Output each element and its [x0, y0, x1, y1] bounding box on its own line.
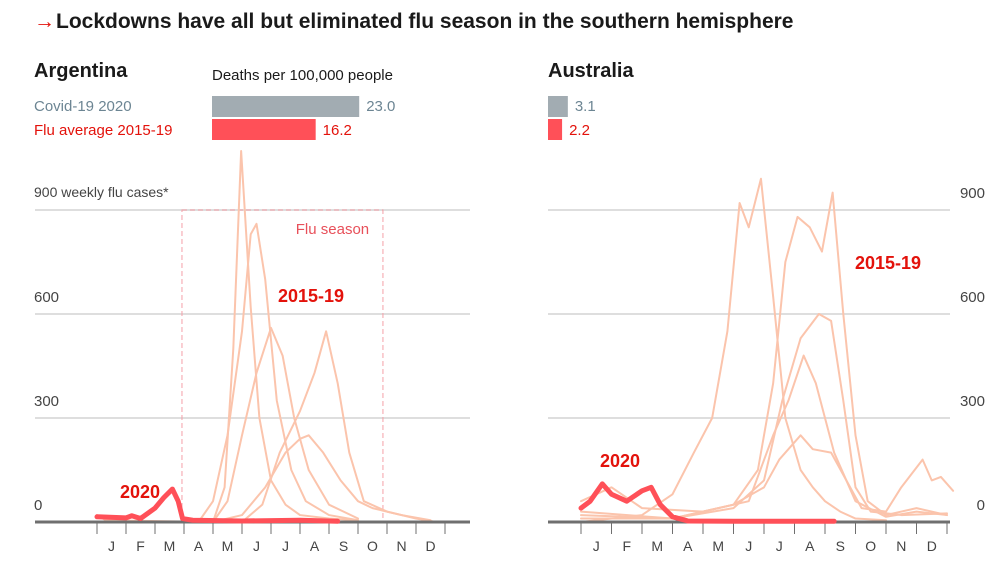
bar-covid-label: 3.1 — [575, 98, 596, 115]
x-tick-label: A — [310, 538, 320, 554]
label-2020: 2020 — [120, 482, 160, 502]
flu-season-box — [181, 209, 384, 523]
x-tick-label: J — [593, 538, 600, 554]
x-tick-label: N — [396, 538, 406, 554]
series-line-2020 — [578, 481, 837, 524]
series-line-past-4 — [241, 330, 438, 523]
x-tick-label: J — [745, 538, 752, 554]
x-tick-label: O — [865, 538, 876, 554]
y-tick-label: 900 — [960, 185, 985, 202]
series-line-past-2 — [580, 191, 948, 517]
x-tick-label: A — [194, 538, 204, 554]
bar-covid — [548, 96, 568, 117]
x-tick-label: D — [927, 538, 937, 554]
series-line-past-1 — [580, 177, 887, 523]
series-line-past-5 — [212, 434, 432, 523]
series-line-past-3 — [212, 326, 359, 523]
x-tick-label: N — [896, 538, 906, 554]
chart-title: Lockdowns have all but eliminated flu se… — [56, 10, 793, 33]
label-2015-19: 2015-19 — [855, 253, 921, 273]
x-tick-label: S — [339, 538, 348, 554]
y-tick-label: 0 — [34, 497, 42, 514]
series-line-2020 — [94, 486, 341, 524]
x-tick-label: J — [776, 538, 783, 554]
country-title-australia: Australia — [548, 60, 634, 82]
x-tick-label: A — [805, 538, 815, 554]
bar-covid-label: 23.0 — [366, 98, 395, 115]
x-tick-label: F — [136, 538, 145, 554]
series-line-past-1 — [96, 150, 359, 523]
x-tick-label: M — [712, 538, 724, 554]
y-tick-label: 600 — [34, 289, 59, 306]
bar-covid — [212, 96, 360, 117]
y-tick-label: 300 — [960, 393, 985, 410]
bar-flu-label: 2.2 — [569, 122, 590, 139]
bar-flu — [548, 119, 563, 140]
y-tick-label: 0 — [977, 497, 985, 514]
legend-flu: Flu average 2015-19 — [34, 122, 172, 139]
flu-season-label: Flu season — [296, 221, 369, 238]
bar-flu — [212, 119, 316, 140]
x-tick-label: D — [425, 538, 435, 554]
x-tick-label: O — [367, 538, 378, 554]
label-2015-19: 2015-19 — [278, 286, 344, 306]
series-line-past-3 — [580, 312, 948, 520]
label-2020: 2020 — [600, 451, 640, 471]
x-tick-label: F — [622, 538, 631, 554]
series-line-past-2 — [197, 222, 359, 523]
x-tick-label: M — [222, 538, 234, 554]
x-tick-label: M — [164, 538, 176, 554]
series-line-past-4 — [580, 434, 955, 520]
x-tick-label: S — [836, 538, 845, 554]
x-tick-label: A — [683, 538, 693, 554]
x-tick-label: J — [253, 538, 260, 554]
y-tick-label: 600 — [960, 289, 985, 306]
x-tick-label: J — [282, 538, 289, 554]
legend-covid: Covid-19 2020 — [34, 98, 132, 115]
x-tick-label: M — [651, 538, 663, 554]
series-line-past-5 — [580, 354, 948, 520]
y-tick-label: 300 — [34, 393, 59, 410]
y-caption: 900 weekly flu cases* — [34, 184, 169, 200]
arrow-icon: → — [34, 10, 55, 33]
country-title-argentina: Argentina — [34, 60, 128, 82]
deaths-heading: Deaths per 100,000 people — [212, 67, 393, 84]
x-tick-label: J — [108, 538, 115, 554]
bar-flu-label: 16.2 — [323, 122, 352, 139]
